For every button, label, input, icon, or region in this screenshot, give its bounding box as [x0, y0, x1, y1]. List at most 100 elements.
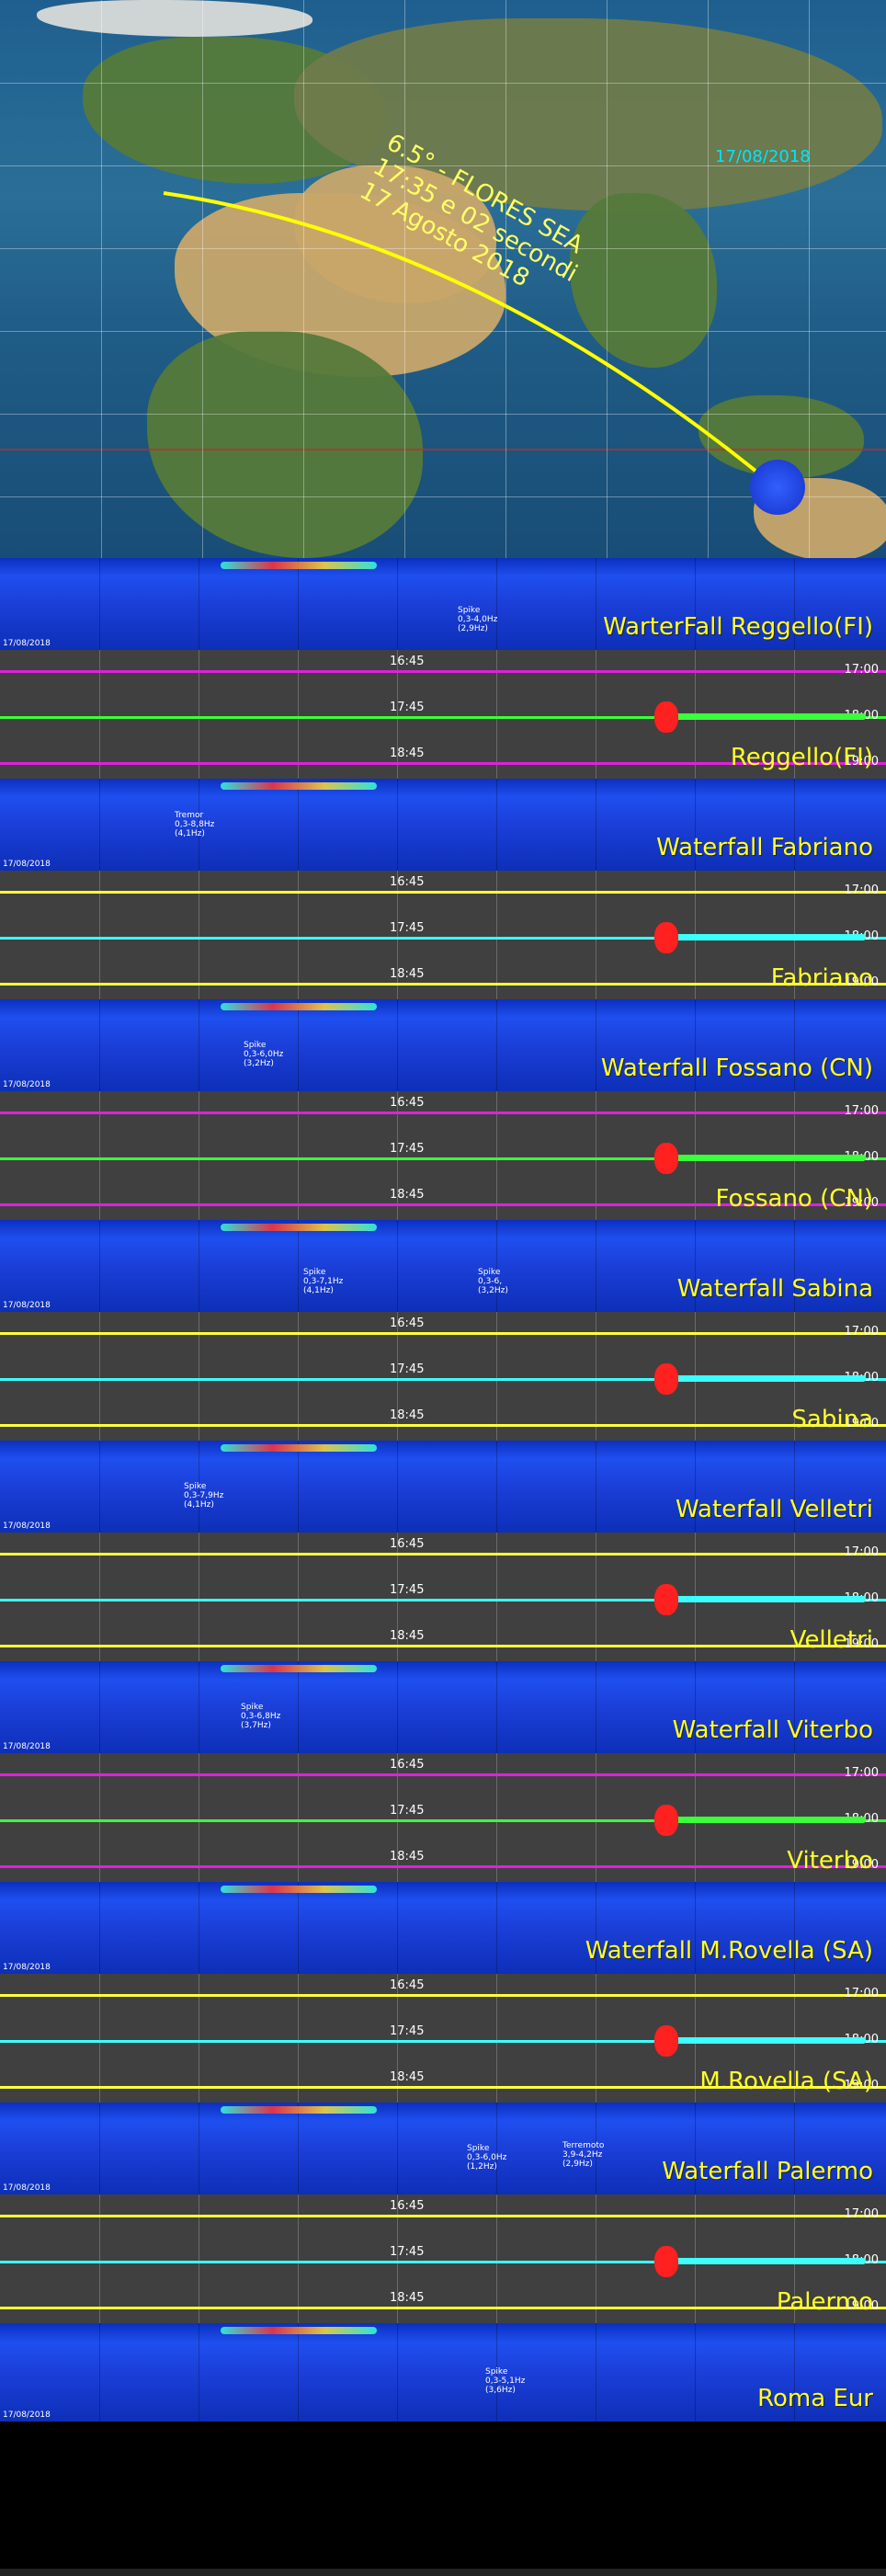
grid-line [496, 1533, 497, 1661]
waterfall-label: Waterfall Velletri [676, 1496, 873, 1523]
waterfall-label: Waterfall M.Rovella (SA) [585, 1937, 873, 1965]
waterfall-tick [298, 1882, 299, 1974]
seismic-trace [0, 1424, 886, 1427]
waterfall-tick [99, 779, 100, 871]
grid-line [397, 871, 398, 999]
seismic-coda [664, 1596, 866, 1602]
seismic-trace [0, 2040, 886, 2043]
grid-line [298, 1533, 299, 1661]
seismic-burst [654, 1805, 678, 1836]
trace-time-label: 18:45 [390, 967, 425, 981]
annotation-line: 0,3-6, [478, 1277, 503, 1286]
seismic-trace [0, 937, 886, 940]
trace-hour-label: 17:00 [844, 1545, 879, 1559]
trace-time-label: 18:45 [390, 747, 425, 760]
waterfall-panel: Spike 0,3-6,8Hz (3,7Hz) 17/08/2018 Waterfall… [0, 1661, 886, 1753]
waterfall-tick [695, 999, 696, 1091]
annotation-line: 0,3-6,8Hz [241, 1712, 281, 1721]
station-label: Fabriano [770, 964, 873, 992]
trace-hour-label: 17:00 [844, 2207, 879, 2221]
grid-line [298, 1753, 299, 1882]
annotation-line: Terremoto [562, 2141, 605, 2150]
waterfall-date: 17/08/2018 [3, 1742, 51, 1751]
seismic-burst [654, 922, 678, 953]
trace-hour-label: 17:00 [844, 1766, 879, 1780]
waterfall-annotation: Spike 0,3-6, (3,2Hz) [478, 1268, 508, 1295]
trace-hour-label: 19:00 [844, 975, 879, 989]
trace-hour-label: 19:00 [844, 1196, 879, 1210]
seismic-trace [0, 1157, 886, 1160]
station-label: M.Rovella (SA) [699, 2068, 873, 2095]
waterfall-tick [397, 1220, 398, 1312]
trace-time-label: 17:45 [390, 1142, 425, 1156]
station-label: Viterbo [787, 1847, 873, 1875]
waterfall-panel: Spike 0,3-4,0Hz (2,9Hz) 17/08/2018 WarterFal… [0, 558, 886, 650]
grid-line [99, 1533, 100, 1661]
seismic-trace [0, 1865, 886, 1868]
waterfall-tick [794, 999, 795, 1091]
annotation-line: Spike [241, 1703, 264, 1712]
grid-line [496, 1974, 497, 2103]
seismic-trace [0, 1645, 886, 1647]
station-label: Velletri [789, 1626, 873, 1654]
waterfall-annotation: Spike 0,3-6,8Hz (3,7Hz) [241, 1703, 280, 1730]
trace-hour-label: 17:00 [844, 1325, 879, 1339]
waterfall-tick [794, 1220, 795, 1312]
station-label: Reggello(FI) [730, 744, 873, 771]
station-label: Palermo [776, 2288, 873, 2316]
map-land [147, 331, 423, 558]
annotation-line: Tremor [175, 811, 204, 820]
seismic-trace [0, 1111, 886, 1114]
waterfall-tick [99, 999, 100, 1091]
annotation-line: 0,3-7,1Hz [303, 1277, 344, 1286]
seismic-trace [0, 891, 886, 894]
grid-line [496, 1312, 497, 1441]
map-land [294, 165, 496, 303]
waterfall-tick [695, 1882, 696, 1974]
map-land [37, 0, 312, 37]
waterfall-energy [221, 782, 377, 790]
annotation-line: 0,3-5,1Hz [485, 2377, 526, 2386]
seismic-coda [664, 1375, 866, 1382]
waterfall-tick [99, 558, 100, 650]
grid-line [397, 1753, 398, 1882]
trace-hour-label: 17:00 [844, 663, 879, 677]
waterfall-tick [695, 2103, 696, 2194]
trace-hour-label: 19:00 [844, 1637, 879, 1651]
waterfall-tick [397, 2103, 398, 2194]
annotation-line: (3,2Hz) [478, 1286, 508, 1295]
seismogram-panel: 16:4517:0017:4518:0018:4519:00Reggello(F… [0, 650, 886, 779]
trace-time-label: 18:45 [390, 1188, 425, 1202]
grid-line [496, 650, 497, 779]
grid-line [99, 1312, 100, 1441]
grid-line [99, 1974, 100, 2103]
trace-time-label: 17:45 [390, 701, 425, 714]
waterfall-tick [99, 1661, 100, 1753]
trace-time-label: 18:45 [390, 2070, 425, 2084]
waterfall-tick [496, 1220, 497, 1312]
seismic-trace [0, 1599, 886, 1601]
trace-time-label: 16:45 [390, 2199, 425, 2213]
annotation-line: (3,2Hz) [244, 1059, 274, 1068]
waterfall-tick [496, 2323, 497, 2422]
annotation-line: 0,3-7,9Hz [184, 1491, 224, 1500]
trace-time-label: 16:45 [390, 875, 425, 889]
waterfall-annotation: Spike 0,3-7,9Hz (4,1Hz) [184, 1482, 223, 1510]
seismic-coda [664, 2037, 866, 2044]
waterfall-panel: Spike 0,3-7,9Hz (4,1Hz) 17/08/2018 Waterfall… [0, 1441, 886, 1533]
grid-line [298, 871, 299, 999]
waterfall-energy [221, 2327, 377, 2334]
waterfall-energy [221, 2106, 377, 2114]
trace-hour-label: 19:00 [844, 755, 879, 769]
grid-line [496, 871, 497, 999]
waterfall-date: 17/08/2018 [3, 1963, 51, 1972]
waterfall-tick [695, 1441, 696, 1533]
annotation-line: 0,3-8,8Hz [175, 820, 215, 829]
waterfall-annotation: Spike 0,3-4,0Hz (2,9Hz) [458, 606, 497, 633]
waterfall-tick [695, 1661, 696, 1753]
trace-hour-label: 17:00 [844, 1104, 879, 1118]
annotation-line: (4,1Hz) [175, 829, 205, 838]
map-date: 17/08/2018 [715, 147, 811, 166]
